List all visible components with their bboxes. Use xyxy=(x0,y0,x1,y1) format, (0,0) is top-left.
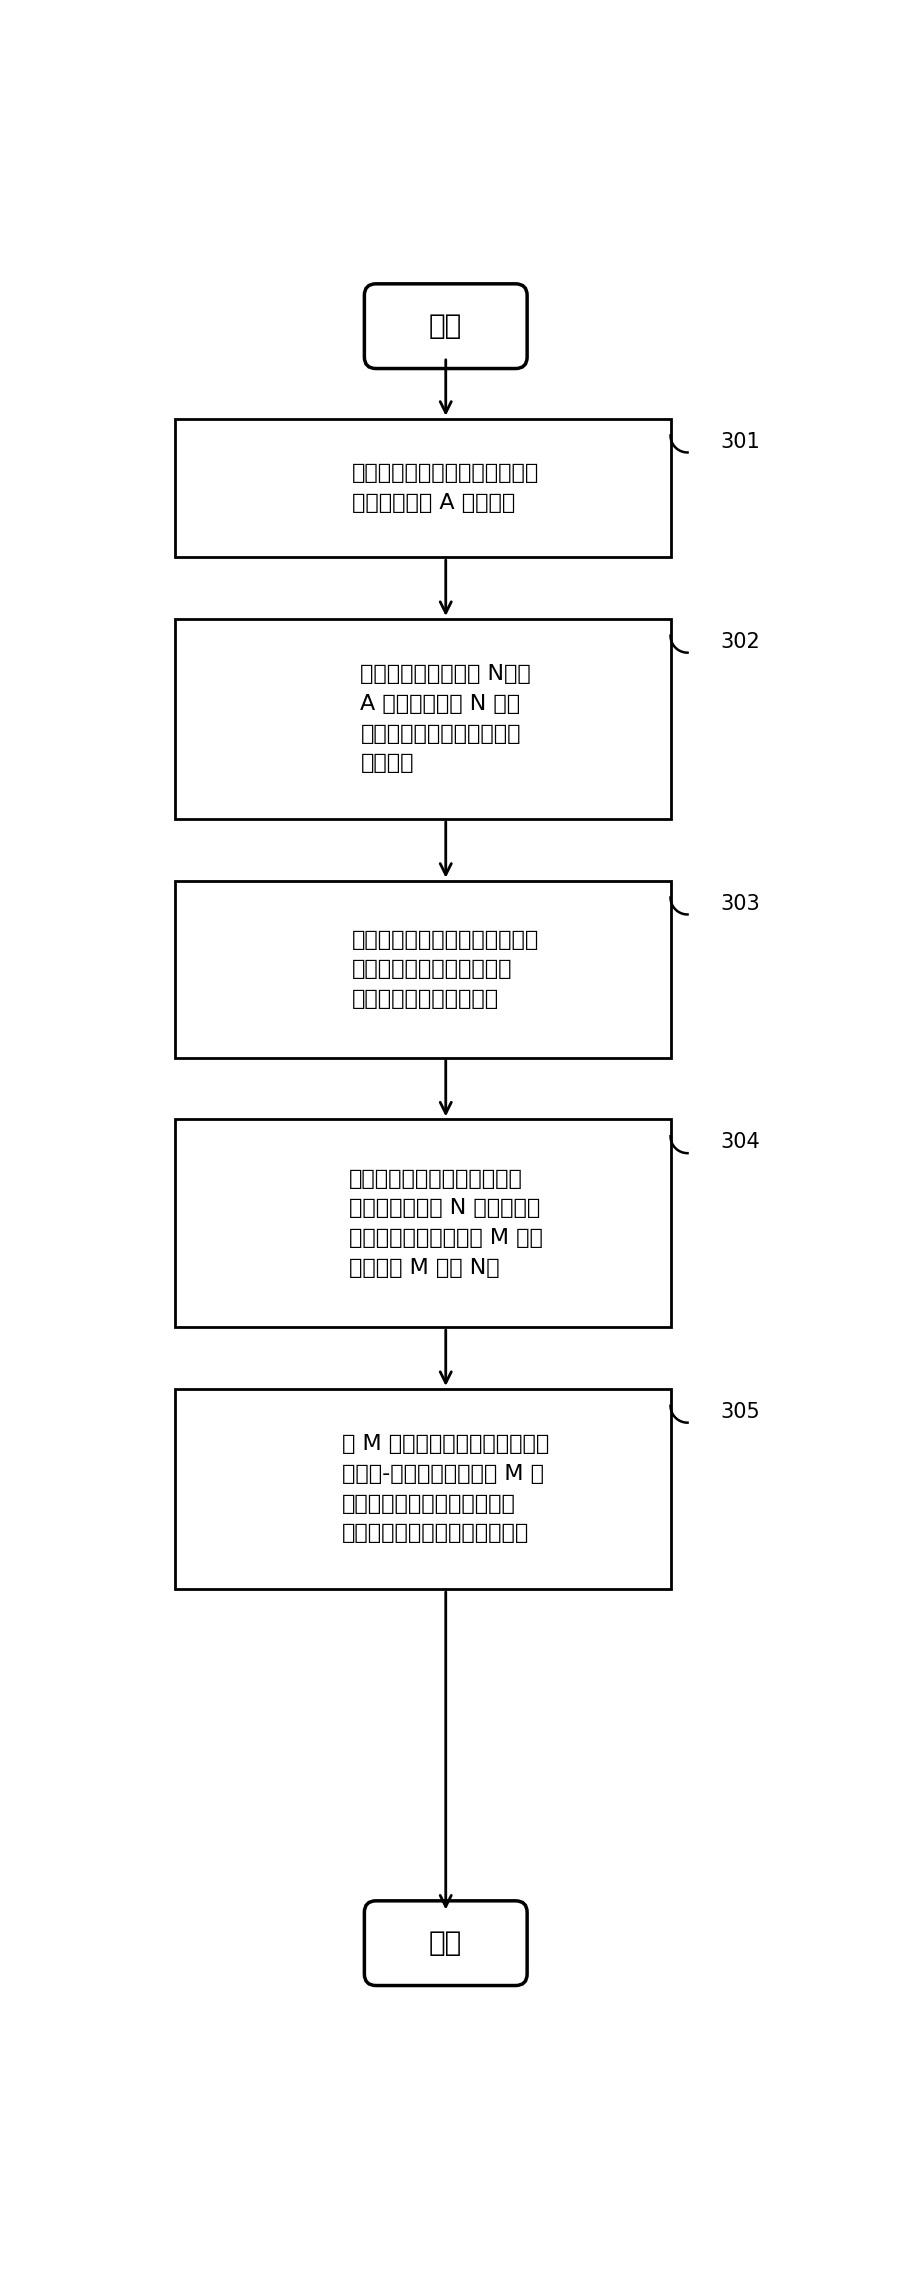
Text: 结束: 结束 xyxy=(429,1929,463,1958)
FancyBboxPatch shape xyxy=(364,284,527,368)
Text: 对传送的声信号进行分频处理，
把信号分解为 A 个频段。: 对传送的声信号进行分频处理， 把信号分解为 A 个频段。 xyxy=(352,463,539,513)
Bar xyxy=(175,417,670,558)
Text: 305: 305 xyxy=(720,1402,760,1423)
Bar xyxy=(175,1119,670,1327)
FancyBboxPatch shape xyxy=(364,1901,527,1985)
Text: 303: 303 xyxy=(720,894,760,914)
Bar xyxy=(175,880,670,1057)
Text: 计算每个通道的目标动态范围，
并且将每个通道的包络能量
调整至目标动态范围内。: 计算每个通道的目标动态范围， 并且将每个通道的包络能量 调整至目标动态范围内。 xyxy=(352,930,539,1010)
Text: 301: 301 xyxy=(720,431,760,452)
Text: 304: 304 xyxy=(720,1132,760,1153)
Bar xyxy=(175,1389,670,1588)
Text: 开始: 开始 xyxy=(429,313,463,340)
Text: 302: 302 xyxy=(720,631,760,651)
Text: 根据调整后的每个通道的包络
能量的大小，对 N 个通道进行
排序，选择能量最大的 M 个通
道，其中 M 小于 N。: 根据调整后的每个通道的包络 能量的大小，对 N 个通道进行 排序，选择能量最大的… xyxy=(349,1169,543,1277)
Bar xyxy=(175,619,670,819)
Text: 根据可用电极的数目 N，将
A 个频段合并为 N 个通
道，同时保存每个通道的包
络能量。: 根据可用电极的数目 N，将 A 个频段合并为 N 个通 道，同时保存每个通道的包… xyxy=(360,665,531,774)
Text: 对 M 个通道的每个通道的包能量
进行声-电刺激压缩，确定 M 个
通道中需要刺激的通道并传送
该刺激通道的刺激信息和能量。: 对 M 个通道的每个通道的包能量 进行声-电刺激压缩，确定 M 个 通道中需要刺… xyxy=(342,1434,549,1543)
